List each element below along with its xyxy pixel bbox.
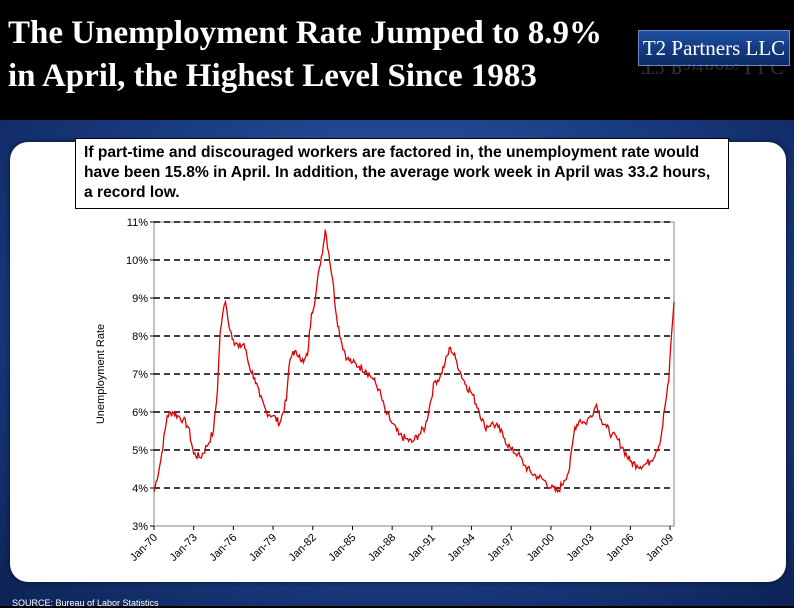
source-note: SOURCE: Bureau of Labor Statistics — [12, 598, 159, 608]
x-tick-label: Jan-03 — [564, 532, 596, 564]
y-tick-label: 9% — [132, 293, 148, 305]
x-tick-label: Jan-09 — [644, 532, 676, 564]
brand-logo: T2 Partners LLC — [638, 30, 790, 66]
y-tick-label: 8% — [132, 331, 148, 343]
x-tick-label: Jan-97 — [485, 532, 517, 564]
unemployment-chart: 3%4%5%6%7%8%9%10%11%Jan-70 Jan-73 Jan-76 Ja… — [95, 217, 676, 564]
title-line-2: in April, the Highest Level Since 1983 — [8, 58, 537, 94]
x-tick-label: Jan-70 — [128, 532, 160, 564]
y-tick-label: 7% — [132, 369, 148, 381]
header-bar: The Unemployment Rate Jumped to 8.9% in … — [0, 0, 794, 110]
callout-box: If part-time and discouraged workers are… — [75, 138, 729, 209]
y-tick-label: 5% — [132, 445, 148, 457]
series-line-unemployment — [153, 229, 675, 494]
y-tick-label: 10% — [126, 255, 148, 267]
title-line-1: The Unemployment Rate Jumped to 8.9% — [8, 15, 602, 51]
x-tick-label: Jan-73 — [168, 532, 200, 564]
page-title: The Unemployment Rate Jumped to 8.9% in … — [8, 12, 648, 98]
x-tick-label: Jan-79 — [247, 532, 279, 564]
x-tick-label: Jan-94 — [445, 532, 477, 564]
y-tick-label: 6% — [132, 407, 148, 419]
y-tick-label: 4% — [132, 483, 148, 495]
y-tick-label: 11% — [127, 217, 148, 229]
x-tick-label: Jan-76 — [207, 532, 239, 564]
y-axis-label: Unemployment Rate — [95, 324, 107, 424]
x-tick-label: Jan-85 — [326, 532, 358, 564]
brand-logo-reflection: T2 Partners LLC — [641, 64, 785, 79]
y-tick-label: 3% — [132, 521, 148, 533]
x-tick-label: Jan-88 — [366, 532, 398, 564]
x-tick-label: Jan-00 — [525, 532, 557, 564]
x-tick-label: Jan-06 — [604, 532, 636, 564]
x-tick-label: Jan-91 — [406, 532, 438, 564]
x-tick-label: Jan-82 — [287, 532, 319, 564]
